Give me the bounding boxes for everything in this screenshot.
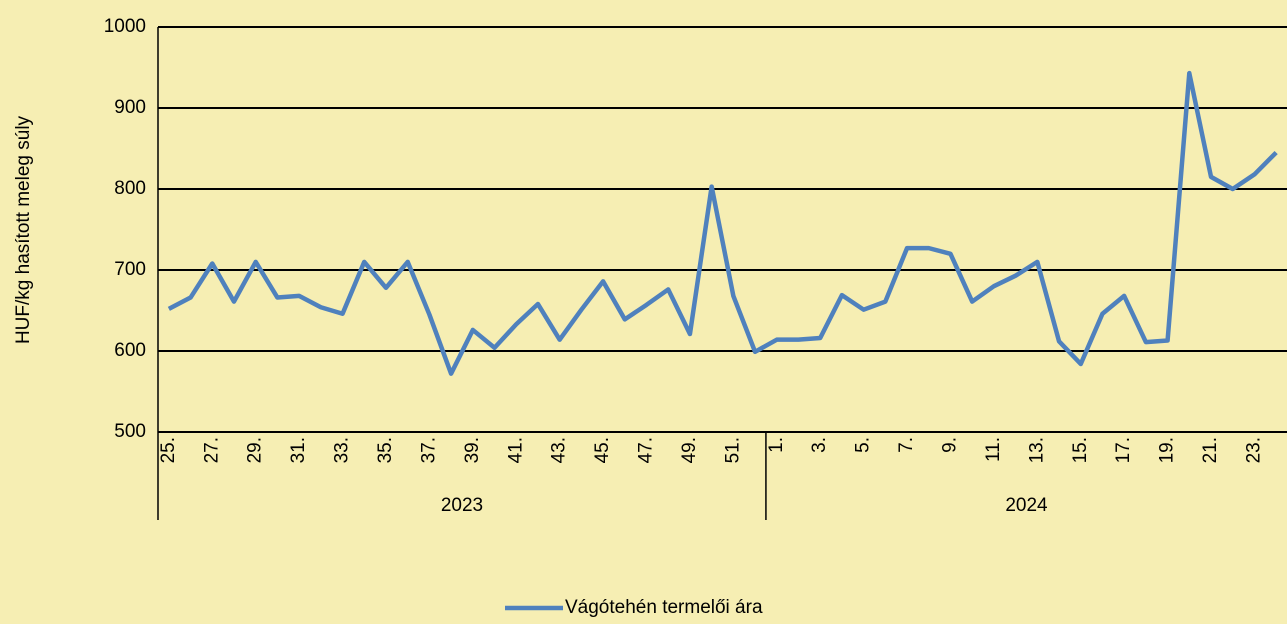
x-tick-label: 23.	[1243, 437, 1264, 463]
x-tick-label: 43.	[549, 437, 570, 463]
series-line	[167, 70, 1278, 376]
x-tick-label: 45.	[592, 437, 613, 463]
x-tick-label: 29.	[245, 437, 266, 463]
group-label: 2024	[1005, 495, 1048, 516]
x-tick-label: 31.	[288, 437, 309, 463]
x-tick-label: 21.	[1200, 437, 1221, 463]
y-tick-label: 800	[114, 178, 146, 199]
x-tick-label: 5.	[853, 437, 874, 453]
x-tick-label: 7.	[896, 437, 917, 453]
x-tick-label: 3.	[809, 437, 830, 453]
x-tick-label: 27.	[201, 437, 222, 463]
x-tick-label: 9.	[939, 437, 960, 453]
x-tick-label: 41.	[505, 437, 526, 463]
y-axis-label: HUF/kg hasított meleg súly	[13, 115, 34, 344]
x-tick-label: 47.	[636, 437, 657, 463]
x-tick-label: 1.	[766, 437, 787, 453]
x-tick-label: 39.	[462, 437, 483, 463]
x-tick-label: 49.	[679, 437, 700, 463]
x-tick-label: 17.	[1113, 437, 1134, 463]
y-tick-label: 700	[114, 259, 146, 280]
x-tick-label: 19.	[1157, 437, 1178, 463]
group-label: 2023	[441, 495, 483, 516]
x-tick-label: 33.	[332, 437, 353, 463]
y-tick-label: 900	[114, 97, 146, 118]
x-tick-label: 35.	[375, 437, 396, 463]
x-tick-label: 51.	[722, 437, 743, 463]
x-tick-label: 37.	[418, 437, 439, 463]
legend-label: Vágótehén termelői ára	[565, 597, 763, 618]
x-tick-label: 11.	[983, 437, 1004, 462]
x-tick-label: 13.	[1026, 437, 1047, 463]
x-tick-label: 25.	[158, 437, 179, 463]
y-tick-label: 500	[114, 421, 146, 442]
y-tick-label: 1000	[104, 16, 146, 37]
y-tick-label: 600	[114, 340, 146, 361]
x-tick-label: 15.	[1070, 437, 1091, 463]
